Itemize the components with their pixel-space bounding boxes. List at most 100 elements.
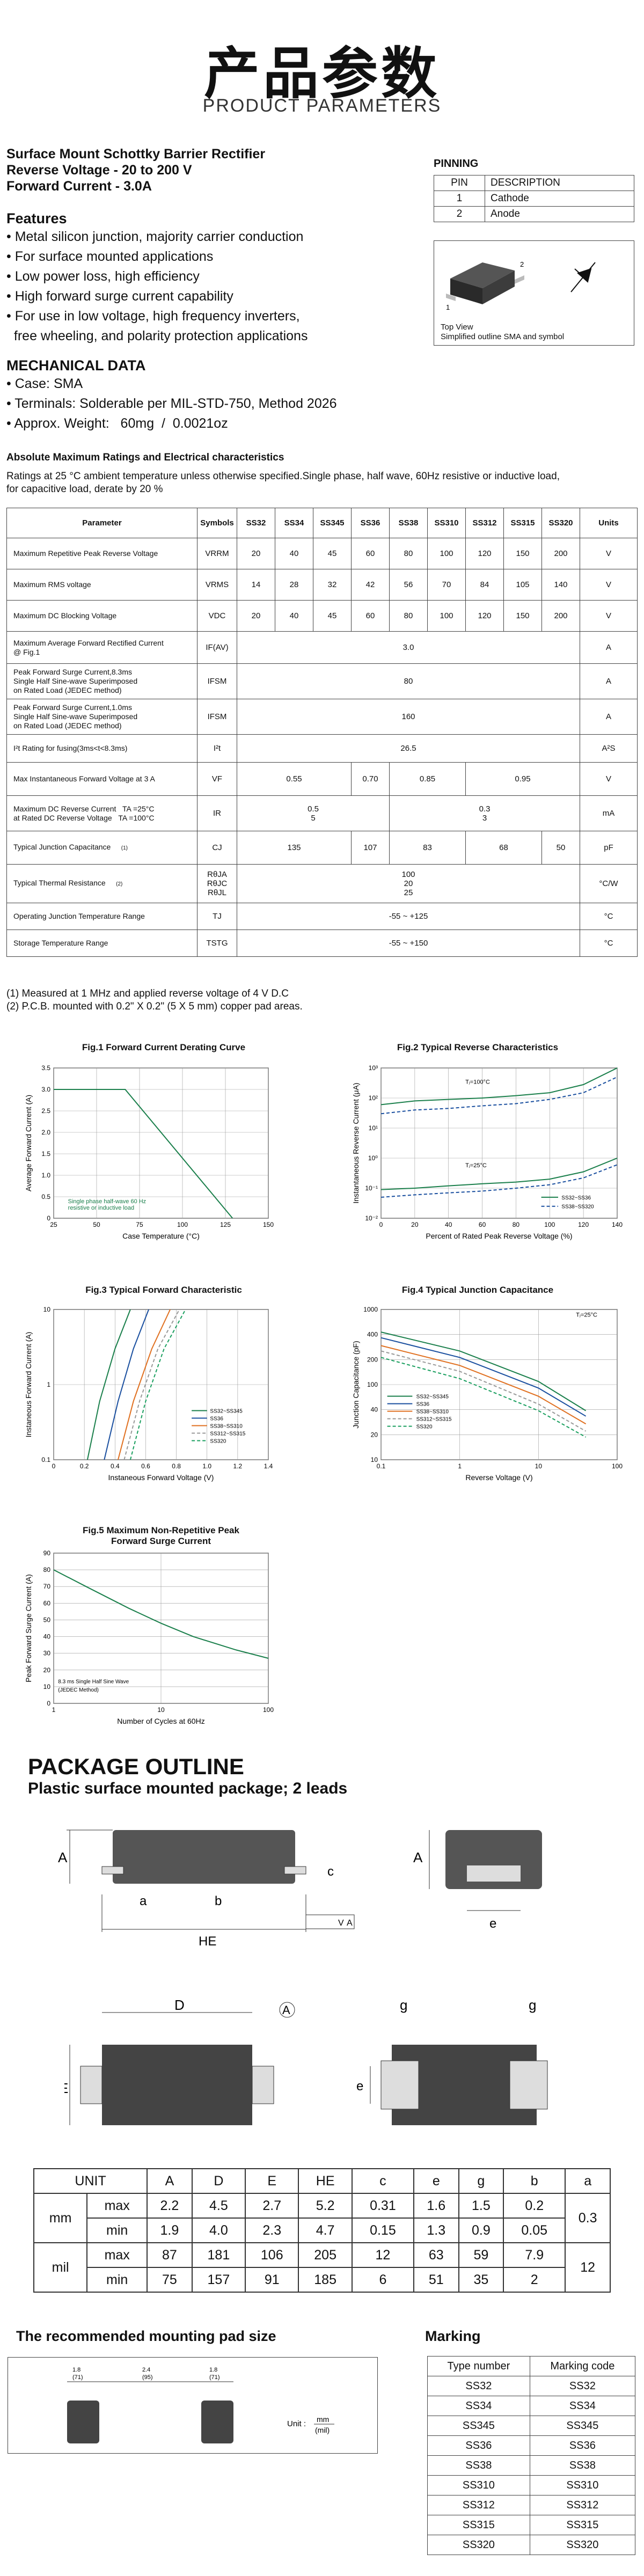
x-tick-label: 1 bbox=[458, 1462, 462, 1470]
pinning-title: PINNING bbox=[434, 158, 479, 170]
cell: 0.3 3 bbox=[389, 795, 580, 831]
condition: TA =100°C bbox=[118, 813, 155, 822]
table-row: Peak Forward Surge Current,8.3ms Single H… bbox=[6, 663, 638, 699]
sma-package-image: 1 2 bbox=[446, 260, 596, 311]
dim-header: HE bbox=[298, 2168, 353, 2194]
table-row: Maximum DC Reverse Current TA =25°C at R… bbox=[6, 795, 638, 831]
cell: 26.5 bbox=[237, 734, 580, 763]
param-name: Maximum Average Forward Rectified Curren… bbox=[6, 631, 197, 664]
view-caption: Top View bbox=[441, 323, 473, 332]
pin1-label: 1 bbox=[446, 303, 450, 311]
dim-header: E bbox=[245, 2168, 299, 2194]
param-name-line: Maximum DC Reverse Current bbox=[13, 804, 116, 813]
outline-subtitle: Plastic surface mounted package; 2 leads bbox=[28, 1780, 348, 1797]
x-tick-label: 0 bbox=[379, 1221, 383, 1228]
dim-g-label: g bbox=[400, 1997, 407, 2013]
limit-cell: max bbox=[86, 2242, 148, 2268]
x-tick-label: 0.6 bbox=[141, 1462, 150, 1470]
dim-c-label: c bbox=[327, 1864, 334, 1879]
column-header: Units bbox=[580, 508, 638, 538]
cell: 107 bbox=[351, 831, 390, 865]
cell: 45 bbox=[313, 600, 352, 632]
legend-label: SS38~SS310 bbox=[416, 1409, 449, 1415]
table-row: SS312 SS312 bbox=[427, 2495, 636, 2515]
feature-item: • For surface mounted applications bbox=[6, 249, 214, 264]
legend-label: SS32~SS36 bbox=[561, 1195, 591, 1201]
cell: -55 ~ +150 bbox=[237, 930, 580, 957]
series-line bbox=[380, 1158, 618, 1190]
y-tick-label: 10 bbox=[371, 1456, 378, 1463]
unit-cell: A bbox=[580, 631, 638, 664]
param-name-line: Maximum Average Forward Rectified Curren… bbox=[13, 638, 164, 647]
y-tick-label: 0.1 bbox=[41, 1456, 50, 1463]
y-tick-label: 10⁻¹ bbox=[365, 1184, 378, 1192]
cell: 200 bbox=[541, 600, 580, 632]
marking-table: Type number Marking code SS32 SS32 SS34 SS3… bbox=[427, 2356, 636, 2555]
table-row: min 1.9 4.0 2.3 4.7 0.15 1.3 0.9 0.05 bbox=[34, 2218, 610, 2243]
cell: 200 bbox=[541, 538, 580, 569]
end-dim-A-label: A bbox=[413, 1849, 423, 1865]
fig3-title: Fig.3 Typical Forward Characteristic bbox=[85, 1285, 242, 1295]
cell: SS38 bbox=[529, 2455, 636, 2476]
param-symbol: TJ bbox=[197, 903, 237, 930]
cell: 0.31 bbox=[351, 2193, 415, 2219]
param-name: Peak Forward Surge Current,8.3ms Single H… bbox=[6, 663, 197, 699]
cell: 68 bbox=[465, 831, 542, 865]
y-tick-label: 40 bbox=[43, 1633, 51, 1641]
x-axis-label: Number of Cycles at 60Hz bbox=[117, 1717, 204, 1725]
cell: SS345 bbox=[529, 2416, 636, 2436]
cell: 56 bbox=[389, 569, 428, 601]
cell: 28 bbox=[275, 569, 313, 601]
y-tick-label: 10² bbox=[369, 1094, 378, 1102]
outline-title: PACKAGE OUTLINE bbox=[28, 1754, 244, 1779]
y-axis-label: Peak Forward Surge Current (A) bbox=[24, 1574, 33, 1682]
cell-line: 5 bbox=[311, 813, 316, 823]
table-row: SS38 SS38 bbox=[427, 2455, 636, 2476]
unit-cell: V bbox=[580, 538, 638, 569]
y-tick-label: 70 bbox=[43, 1583, 51, 1590]
y-tick-label: 1.0 bbox=[41, 1172, 50, 1179]
param-symbol: I²t bbox=[197, 734, 237, 763]
unit-cell: V bbox=[580, 600, 638, 632]
page-title-cn: 产品参数 bbox=[203, 41, 440, 106]
y-tick-label: 2.0 bbox=[41, 1129, 50, 1136]
cell: 0.55 bbox=[237, 762, 352, 796]
param-name-line: Peak Forward Surge Current,8.3ms bbox=[13, 668, 132, 676]
legend-label: SS320 bbox=[210, 1439, 226, 1445]
series-line bbox=[53, 1569, 269, 1659]
cell: SS32 bbox=[529, 2376, 636, 2396]
series-line bbox=[118, 1309, 171, 1460]
note-ref: (2) bbox=[116, 881, 123, 887]
pad-unit-label: Unit : bbox=[287, 2419, 306, 2428]
fig2-chart: 0 20 40 60 80 100 120 140 10⁻² 10⁻¹ 10⁰ 10¹ 10² 10³ Pe… bbox=[352, 1064, 623, 1240]
table-row: SS34 SS34 bbox=[427, 2396, 636, 2416]
table-row: Maximum DC Blocking Voltage VDC 20 40 45 60… bbox=[6, 600, 638, 632]
cell: SS315 bbox=[427, 2515, 530, 2535]
cell: 106 bbox=[245, 2242, 299, 2268]
param-name-line: @ Fig.1 bbox=[13, 647, 40, 656]
param-name-text: Typical Junction Capacitance bbox=[13, 843, 111, 851]
y-tick-label: 90 bbox=[43, 1549, 51, 1557]
legend-label: SS36 bbox=[416, 1402, 430, 1408]
y-tick-label: 20 bbox=[43, 1666, 51, 1674]
pad-drawing: 1.8 (71) 2.4 (95) 1.8 (71) Unit : mm (mi… bbox=[67, 2367, 334, 2443]
unit-cell: mA bbox=[580, 795, 638, 831]
fig1-chart: 25 50 75 100 125 150 0 0.5 1.0 1.5 2.0 2.5 3.0 3.5 Cas… bbox=[24, 1064, 274, 1240]
unit-cell: pF bbox=[580, 831, 638, 865]
tolerance-label: V bbox=[338, 1919, 344, 1928]
table-row: Maximum Average Forward Rectified Curren… bbox=[6, 631, 638, 664]
dim-D-label: D bbox=[174, 1997, 185, 2013]
annotation: Tⱼ=25°C bbox=[465, 1162, 487, 1169]
table-row: Typical Junction Capacitance (1) CJ 135 … bbox=[6, 831, 638, 865]
cell: 1.5 bbox=[458, 2193, 504, 2219]
cell: SS315 bbox=[529, 2515, 636, 2535]
cell-line: 20 bbox=[404, 879, 413, 888]
series-line bbox=[86, 1309, 131, 1460]
param-name: Typical Thermal Resistance (2) bbox=[6, 864, 197, 903]
param-name: I²t Rating for fusing(3ms<t<8.3ms) bbox=[6, 734, 197, 763]
series-line bbox=[380, 1337, 587, 1417]
y-tick-label: 0 bbox=[47, 1214, 50, 1222]
pad-unit: (mil) bbox=[315, 2426, 330, 2434]
param-name: Maximum Repetitive Peak Reverse Voltage bbox=[6, 538, 197, 569]
param-symbol: IFSM bbox=[197, 663, 237, 699]
